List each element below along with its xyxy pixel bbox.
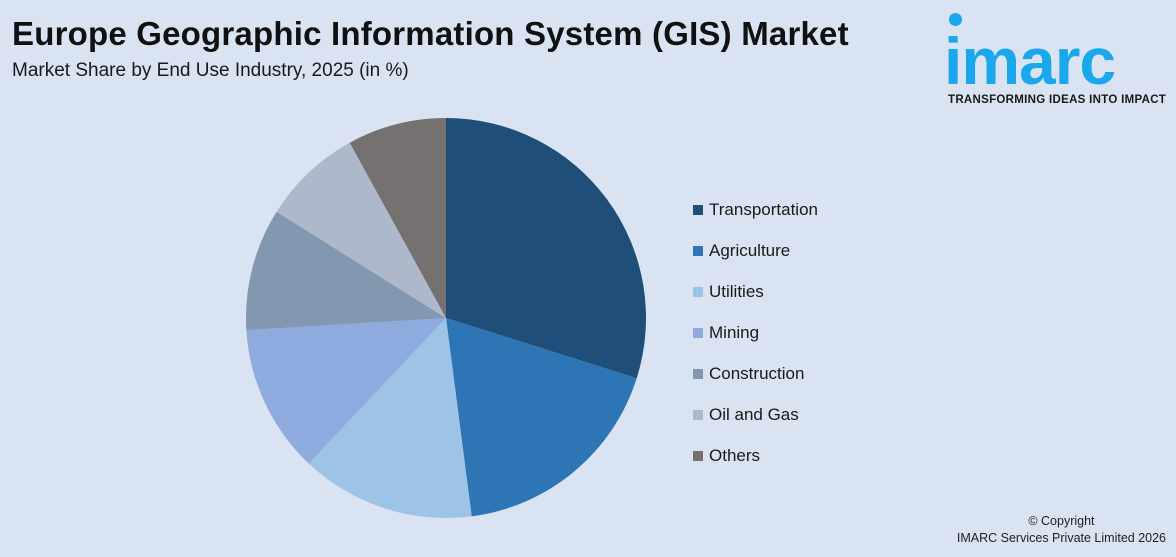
copyright-company: IMARC Services Private Limited 2026 — [956, 531, 1166, 545]
logo-wordmark: imarc — [944, 24, 1116, 98]
copyright-footer: © Copyright IMARC Services Private Limit… — [957, 513, 1166, 547]
chart-legend: Transportation Agriculture Utilities Min… — [693, 189, 818, 476]
imarc-logo: imarc TRANSFORMING IDEAS INTO IMPACT — [944, 10, 1174, 110]
legend-label: Others — [709, 445, 761, 465]
pie-slice-others — [349, 118, 446, 318]
legend-item-transportation: Transportation — [693, 189, 818, 230]
legend-label: Transportation — [709, 199, 818, 219]
legend-item-agriculture: Agriculture — [693, 230, 818, 271]
pie-slices — [246, 118, 647, 518]
chart-subtitle: Market Share by End Use Industry, 2025 (… — [12, 60, 409, 81]
legend-swatch — [693, 409, 703, 420]
pie-slice-utilities — [308, 318, 472, 518]
legend-label: Utilities — [709, 281, 764, 301]
legend-swatch — [693, 327, 703, 338]
chart-title: Europe Geographic Information System (GI… — [12, 15, 849, 52]
legend-item-construction: Construction — [693, 353, 818, 394]
legend-label: Construction — [709, 363, 805, 383]
pie-slice-construction — [246, 211, 446, 331]
logo-tagline: TRANSFORMING IDEAS INTO IMPACT — [948, 94, 1167, 106]
pie-slice-oil-and-gas — [276, 142, 446, 318]
legend-label: Agriculture — [709, 240, 791, 260]
legend-item-oil-and-gas: Oil and Gas — [693, 394, 818, 435]
copyright-line: © Copyright — [1028, 514, 1095, 528]
legend-item-others: Others — [693, 435, 818, 476]
legend-label: Mining — [709, 322, 760, 342]
logo-dot-icon — [949, 13, 962, 26]
legend-item-mining: Mining — [693, 312, 818, 353]
pie-slice-agriculture — [446, 318, 637, 517]
legend-swatch — [693, 368, 703, 379]
legend-label: Oil and Gas — [709, 404, 799, 424]
pie-slice-mining — [246, 318, 446, 464]
legend-item-utilities: Utilities — [693, 271, 818, 312]
legend-swatch — [693, 204, 703, 215]
legend-swatch — [693, 450, 703, 461]
legend-swatch — [693, 245, 703, 256]
pie-slice-transportation — [446, 118, 647, 379]
legend-swatch — [693, 286, 703, 297]
